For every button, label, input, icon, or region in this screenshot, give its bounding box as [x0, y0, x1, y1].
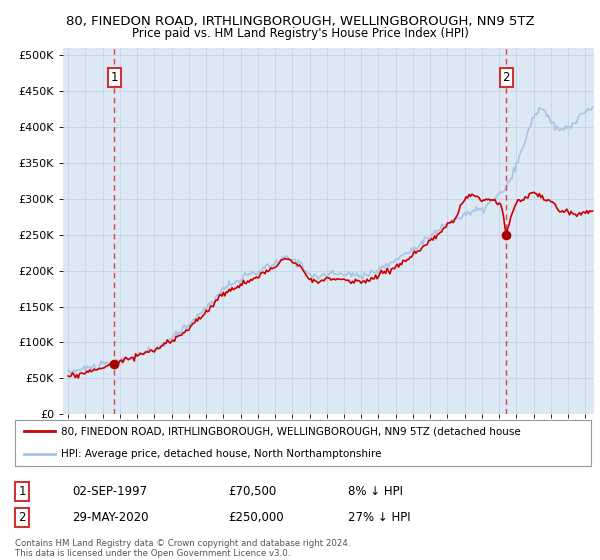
- Text: £250,000: £250,000: [228, 511, 284, 524]
- Text: 1: 1: [110, 71, 118, 85]
- Text: HPI: Average price, detached house, North Northamptonshire: HPI: Average price, detached house, Nort…: [61, 450, 382, 459]
- Text: 27% ↓ HPI: 27% ↓ HPI: [348, 511, 410, 524]
- Text: 8% ↓ HPI: 8% ↓ HPI: [348, 485, 403, 498]
- Text: 2: 2: [502, 71, 510, 85]
- Text: Contains HM Land Registry data © Crown copyright and database right 2024.
This d: Contains HM Land Registry data © Crown c…: [15, 539, 350, 558]
- Text: 1: 1: [19, 485, 26, 498]
- Text: Price paid vs. HM Land Registry's House Price Index (HPI): Price paid vs. HM Land Registry's House …: [131, 27, 469, 40]
- Text: 02-SEP-1997: 02-SEP-1997: [72, 485, 147, 498]
- Text: 29-MAY-2020: 29-MAY-2020: [72, 511, 149, 524]
- Text: 80, FINEDON ROAD, IRTHLINGBOROUGH, WELLINGBOROUGH, NN9 5TZ: 80, FINEDON ROAD, IRTHLINGBOROUGH, WELLI…: [65, 15, 535, 27]
- Text: £70,500: £70,500: [228, 485, 276, 498]
- Text: 2: 2: [19, 511, 26, 524]
- Text: 80, FINEDON ROAD, IRTHLINGBOROUGH, WELLINGBOROUGH, NN9 5TZ (detached house: 80, FINEDON ROAD, IRTHLINGBOROUGH, WELLI…: [61, 427, 521, 436]
